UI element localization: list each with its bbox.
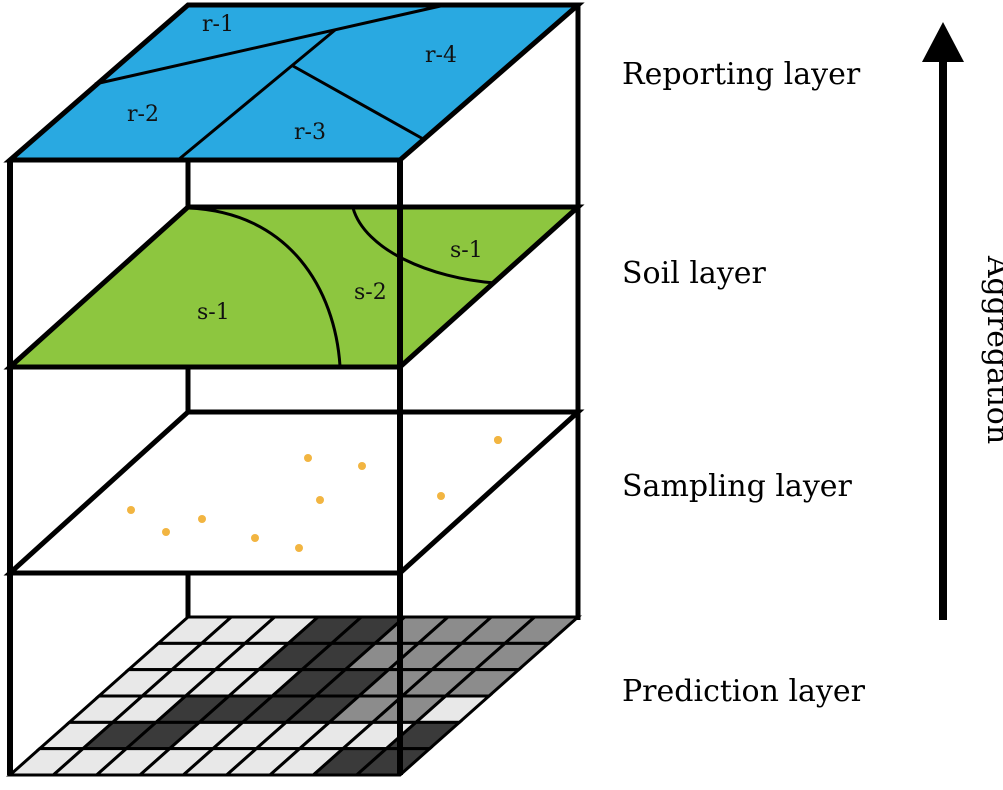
sampling-layer-label: Sampling layer [622,469,853,504]
reporting-region-label-r1: r-1 [202,12,234,37]
arrow-head [922,22,964,62]
reporting-layer-label: Reporting layer [622,57,861,92]
reporting-boundary-3 [292,64,426,142]
soil-region-label-s1-right: s-1 [450,238,483,263]
soil-plane [3,204,585,370]
soil-layer-label: Soil layer [622,256,767,291]
front-posts [7,160,403,775]
sample-point [437,492,445,500]
arrow-label: Aggregation [980,255,1003,444]
soil-layer: s-1 s-2 s-1 [3,204,585,370]
sample-point [251,534,259,542]
sample-points [127,436,502,552]
sample-point [295,544,303,552]
soil-boundary-2 [351,207,496,285]
reporting-region-label-r3: r-3 [294,120,326,145]
reporting-region-label-r4: r-4 [425,43,457,68]
sample-point [162,528,170,536]
reporting-boundary-2 [177,28,336,162]
prediction-layer [6,615,582,777]
aggregation-arrow: Aggregation [922,22,1003,620]
sampling-layer [3,409,585,576]
soil-region-label-s1-left: s-1 [197,300,230,325]
prediction-layer-label: Prediction layer [622,674,866,709]
layer-labels: Reporting layer Soil layer Sampling laye… [622,57,866,709]
sample-point [127,506,135,514]
sampling-plane [3,409,585,576]
reporting-layer: r-1 r-2 r-3 r-4 [3,2,585,163]
sample-point [304,454,312,462]
soil-boundary-1 [187,206,342,367]
soil-region-label-s2: s-2 [354,280,387,305]
sample-point [198,515,206,523]
sample-point [494,436,502,444]
sample-point [316,496,324,504]
reporting-region-label-r2: r-2 [127,102,159,127]
sample-point [358,462,366,470]
reporting-boundary-1 [94,3,446,86]
